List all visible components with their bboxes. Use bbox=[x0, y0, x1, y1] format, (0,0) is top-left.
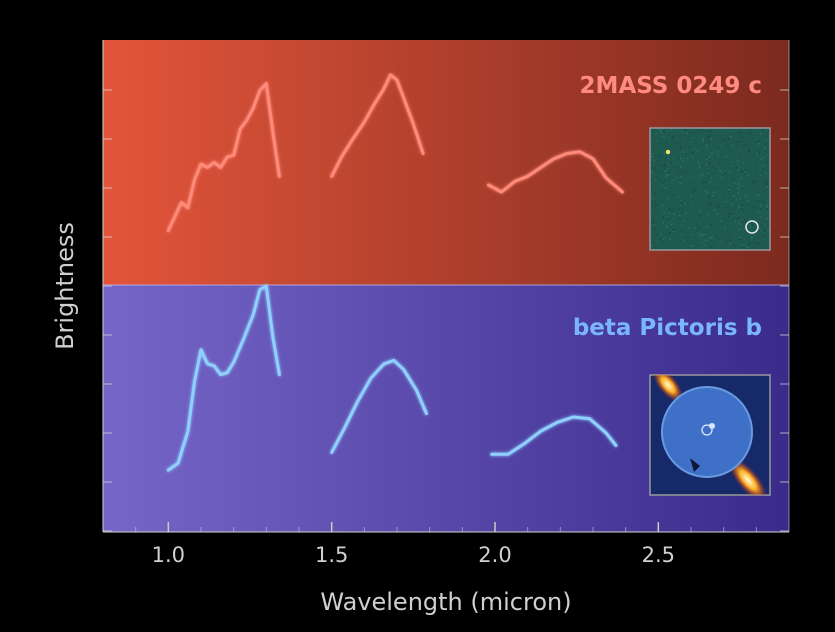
series-top bbox=[166, 73, 624, 232]
spectrum-segment-top-2 bbox=[330, 73, 425, 178]
series-bottom bbox=[166, 284, 618, 472]
x-tick-label: 1.5 bbox=[315, 543, 348, 567]
panel-title-top: 2MASS 0249 c bbox=[580, 73, 762, 99]
x-tick-label: 2.5 bbox=[642, 543, 675, 567]
y-axis-title: Brightness bbox=[51, 222, 79, 350]
target-circle bbox=[745, 220, 759, 234]
x-tick-label: 1.0 bbox=[152, 543, 185, 567]
bright-star bbox=[665, 149, 671, 155]
panel-title-bottom: beta Pictoris b bbox=[573, 315, 762, 341]
y-ticks bbox=[103, 89, 789, 532]
spectrum-segment-top-3 bbox=[487, 150, 624, 194]
spectrum-segment-bottom-1 bbox=[166, 284, 281, 472]
starfield-image bbox=[649, 127, 771, 251]
spectrum-segment-bottom-3 bbox=[490, 415, 618, 456]
x-tick-label: 2.0 bbox=[478, 543, 511, 567]
x-ticks: 1.0 1.5 2.0 2.5 bbox=[135, 522, 757, 567]
disk-image bbox=[649, 374, 771, 496]
spectrum-segment-bottom-2 bbox=[330, 358, 428, 454]
spectrum-segment-top-1 bbox=[166, 82, 281, 232]
x-axis-title: Wavelength (micron) bbox=[320, 588, 571, 616]
